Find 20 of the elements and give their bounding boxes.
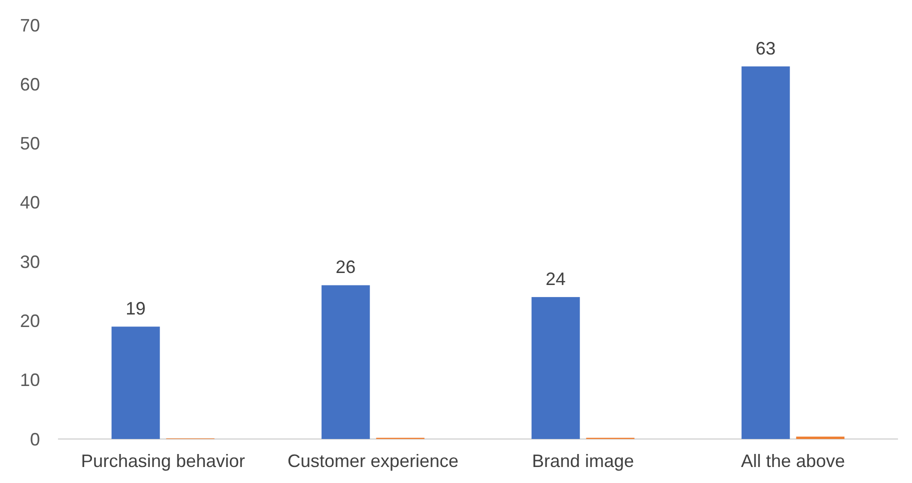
x-tick-label: Customer experience (287, 451, 459, 471)
data-label: 26 (336, 257, 356, 278)
y-tick-label: 60 (20, 74, 40, 94)
bar (322, 285, 370, 439)
y-tick-label: 50 (20, 134, 40, 154)
x-tick-label: Brand image (532, 451, 634, 471)
bar (112, 326, 160, 439)
y-tick-label: 10 (20, 370, 40, 390)
y-tick-label: 0 (30, 429, 40, 450)
bar (532, 297, 580, 439)
x-tick-label: All the above (740, 451, 846, 471)
y-tick-label: 30 (20, 252, 40, 272)
y-tick-label: 20 (20, 311, 40, 332)
data-label: 19 (126, 298, 146, 319)
x-tick-label: Purchasing behavior (80, 451, 246, 471)
y-tick-label: 40 (20, 192, 40, 213)
y-tick-label: 70 (20, 15, 40, 36)
bar (742, 66, 790, 439)
data-label: 24 (546, 269, 566, 290)
data-label: 63 (756, 38, 776, 58)
